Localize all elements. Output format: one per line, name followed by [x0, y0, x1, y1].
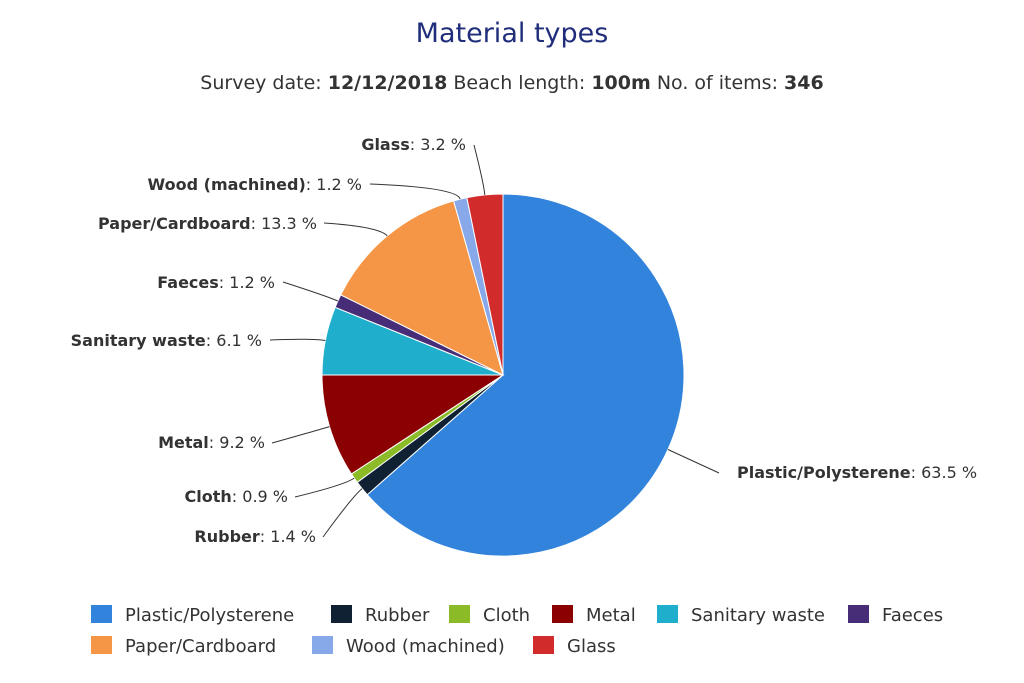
- data-label-name: Paper/Cardboard: [98, 214, 251, 233]
- chart-title: Material types: [416, 18, 609, 49]
- data-label-metal: Metal: 9.2 %: [158, 433, 265, 452]
- legend-swatch: [331, 605, 352, 623]
- subtitle-part-3: 100m: [591, 72, 650, 94]
- data-label-value: : 63.5 %: [911, 463, 977, 482]
- subtitle-part-4: No. of items:: [651, 72, 784, 94]
- connector-sanitary-waste: [269, 338, 326, 342]
- data-label-rubber: Rubber: 1.4 %: [194, 527, 316, 546]
- legend-label: Rubber: [365, 605, 430, 626]
- legend-item-paper-cardboard[interactable]: Paper/Cardboard: [91, 636, 276, 657]
- slice-paper-cardboard[interactable]: [340, 200, 504, 376]
- data-label-value: : 6.1 %: [206, 331, 262, 350]
- data-label-plastic-polysterene: Plastic/Polysterene: 63.5 %: [737, 463, 977, 482]
- subtitle-part-5: 346: [784, 72, 824, 94]
- slice-plastic-polysterene[interactable]: [366, 193, 685, 557]
- legend-swatch: [533, 636, 554, 654]
- subtitle-part-2: Beach length:: [447, 72, 591, 94]
- data-label-faeces: Faeces: 1.2 %: [157, 273, 275, 292]
- legend-swatch: [312, 636, 333, 654]
- connector-metal: [271, 426, 330, 444]
- data-labels: Plastic/Polysterene: 63.5 % Rubber: 1.4 %…: [71, 135, 977, 546]
- legend-label: Cloth: [483, 605, 530, 626]
- legend-item-metal[interactable]: Metal: [552, 605, 636, 626]
- legend-swatch: [848, 605, 869, 623]
- connector-rubber: [322, 488, 363, 538]
- data-label-value: : 1.2 %: [219, 273, 275, 292]
- legend-label: Faeces: [882, 605, 943, 626]
- data-label-value: : 3.2 %: [410, 135, 466, 154]
- label-connectors: [269, 144, 720, 538]
- legend-label: Glass: [567, 636, 616, 657]
- data-label-name: Rubber: [194, 527, 259, 546]
- data-label-wood-machined: Wood (machined): 1.2 %: [148, 175, 362, 194]
- connector-paper-cardboard: [323, 222, 388, 237]
- data-label-name: Sanitary waste: [71, 331, 206, 350]
- connector-cloth: [294, 477, 355, 498]
- data-label-name: Cloth: [185, 487, 232, 506]
- legend-item-glass[interactable]: Glass: [533, 636, 616, 657]
- connector-wood-machined: [369, 183, 461, 200]
- data-label-glass: Glass: 3.2 %: [361, 135, 466, 154]
- data-label-value: : 13.3 %: [251, 214, 317, 233]
- data-label-value: : 1.2 %: [306, 175, 362, 194]
- legend-item-rubber[interactable]: Rubber: [331, 605, 430, 626]
- data-label-value: : 0.9 %: [232, 487, 288, 506]
- legend: Plastic/Polysterene Rubber Cloth Metal Sanit…: [91, 605, 943, 657]
- legend-label: Plastic/Polysterene: [125, 605, 294, 626]
- pie-slices: [321, 193, 685, 557]
- data-label-name: Metal: [158, 433, 209, 452]
- subtitle-part-1: 12/12/2018: [328, 72, 448, 94]
- connector-plastic-polysterene: [667, 449, 720, 474]
- legend-swatch: [91, 636, 112, 654]
- data-label-name: Plastic/Polysterene: [737, 463, 911, 482]
- connector-faeces: [282, 281, 339, 302]
- legend-label: Sanitary waste: [691, 605, 825, 626]
- data-label-name: Wood (machined): [148, 175, 306, 194]
- data-label-sanitary-waste: Sanitary waste: 6.1 %: [71, 331, 262, 350]
- legend-swatch: [552, 605, 573, 623]
- legend-swatch: [91, 605, 112, 623]
- legend-item-faeces[interactable]: Faeces: [848, 605, 943, 626]
- legend-item-sanitary-waste[interactable]: Sanitary waste: [657, 605, 825, 626]
- legend-swatch: [449, 605, 470, 623]
- legend-item-wood-machined[interactable]: Wood (machined): [312, 636, 505, 657]
- legend-item-cloth[interactable]: Cloth: [449, 605, 530, 626]
- data-label-paper-cardboard: Paper/Cardboard: 13.3 %: [98, 214, 317, 233]
- legend-label: Wood (machined): [346, 636, 505, 657]
- subtitle-part-0: Survey date:: [200, 72, 327, 94]
- legend-label: Paper/Cardboard: [125, 636, 276, 657]
- connector-glass: [473, 144, 486, 195]
- data-label-value: : 1.4 %: [260, 527, 316, 546]
- data-label-cloth: Cloth: 0.9 %: [185, 487, 288, 506]
- data-label-name: Glass: [361, 135, 409, 154]
- legend-label: Metal: [586, 605, 636, 626]
- data-label-value: : 9.2 %: [209, 433, 265, 452]
- legend-item-plastic-polysterene[interactable]: Plastic/Polysterene: [91, 605, 294, 626]
- data-label-name: Faeces: [157, 273, 219, 292]
- chart-subtitle: Survey date: 12/12/2018 Beach length: 10…: [200, 72, 823, 94]
- legend-swatch: [657, 605, 678, 623]
